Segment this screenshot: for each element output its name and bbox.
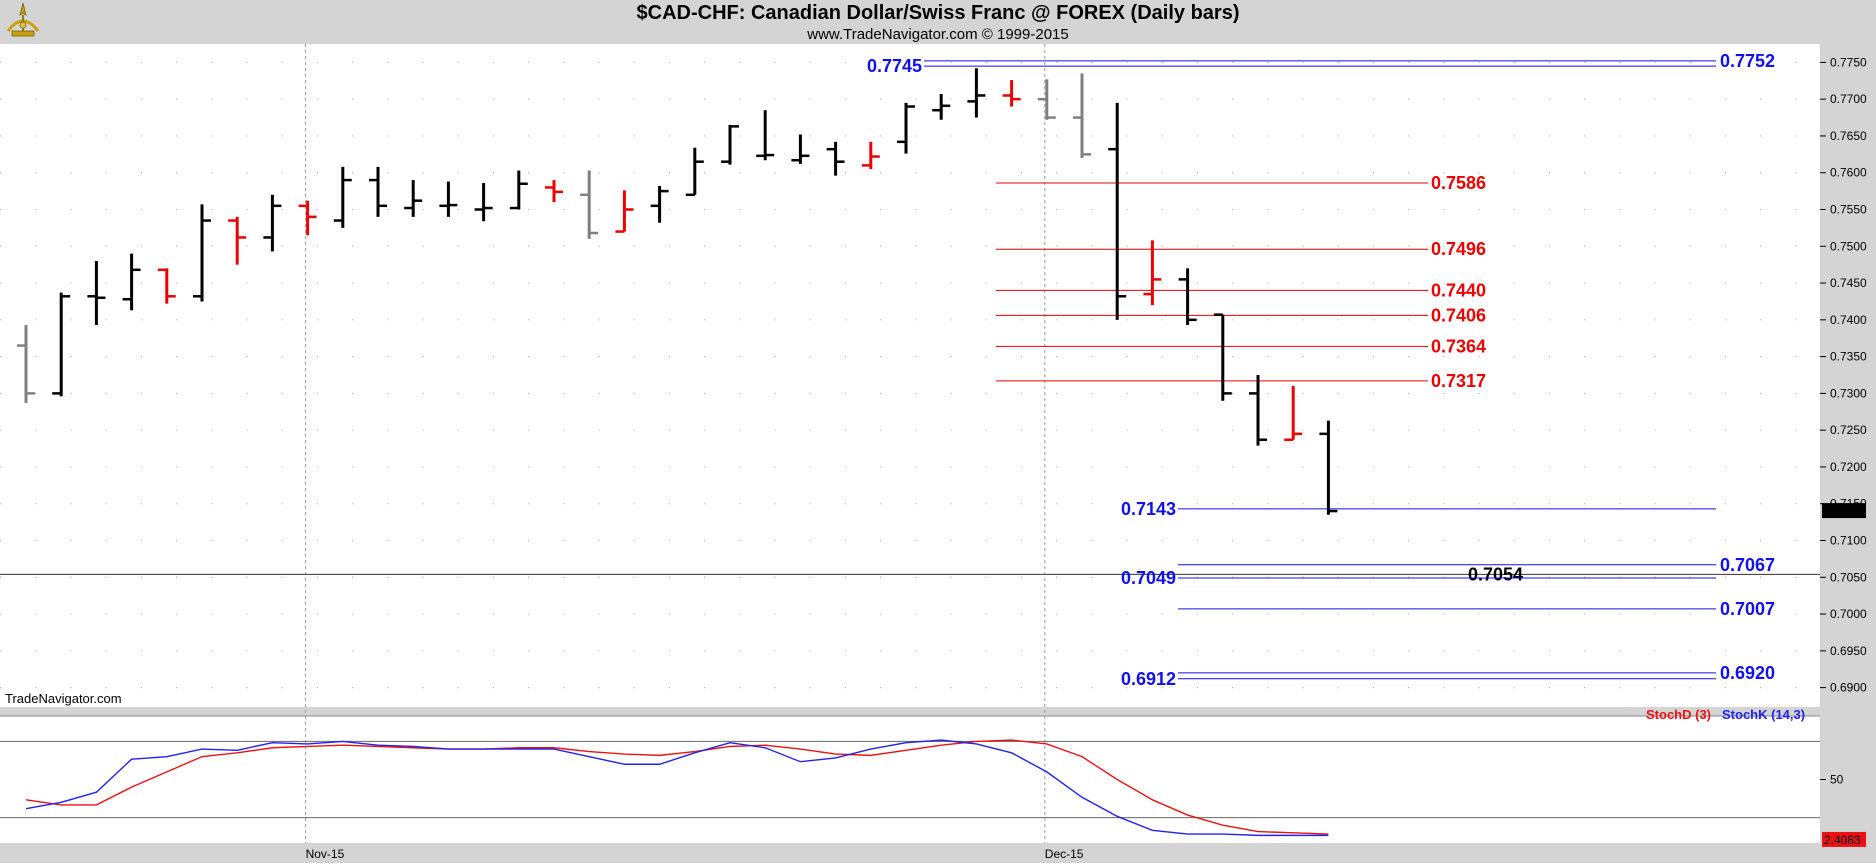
ohlc-bar [1073, 73, 1091, 159]
y-tick-label: 0.7050 [1830, 570, 1867, 584]
ohlc-bar [333, 166, 352, 228]
current-level-label: 0.7054 [1468, 564, 1523, 584]
ohlc-bar [1284, 386, 1303, 441]
ohlc-bar [545, 180, 563, 203]
last-price-label: 0.7140 [1824, 504, 1861, 518]
y-tick-label: 0.7000 [1830, 607, 1867, 621]
ohlc-bar [509, 170, 528, 210]
ohlc-bar [685, 147, 704, 197]
tradenavigator-logo-icon [6, 2, 40, 37]
chart-subtitle: www.TradeNavigator.com © 1999-2015 [807, 26, 1069, 43]
y-tick-label: 0.7100 [1830, 534, 1867, 548]
ohlc-bar [298, 200, 317, 236]
y-tick-label: 0.7600 [1830, 166, 1867, 180]
ohlc-bar [122, 253, 141, 311]
y-tick-label: 0.7700 [1830, 92, 1867, 106]
stoch-last-badge [1822, 831, 1866, 847]
y-tick-label: 0.7550 [1830, 203, 1867, 217]
ohlc-bar [615, 190, 634, 233]
ohlc-bar [1319, 420, 1338, 515]
y-tick-label: 0.6900 [1830, 681, 1867, 695]
stoch-k-line [25, 739, 1329, 837]
ohlc-bar [263, 194, 282, 252]
stoch-d-line [25, 739, 1329, 835]
ohlc-bar [474, 183, 493, 222]
chart-grid [0, 44, 1820, 843]
fib-level-label: 0.7440 [1431, 280, 1486, 300]
stochastic-pane: 50 2.4083 [0, 715, 1866, 847]
fib-level-label: 0.7317 [1431, 371, 1486, 391]
ohlc-bar [369, 166, 387, 217]
ohlc-bar [650, 185, 669, 223]
ohlc-bar [826, 141, 845, 176]
price-axis-panel [1820, 44, 1876, 863]
pane-divider[interactable] [0, 707, 1820, 716]
y-tick-label: 0.7650 [1830, 129, 1867, 143]
ohlc-bar [52, 292, 71, 397]
last-price-badge [1822, 503, 1866, 519]
stoch-last-label: 2.4083 [1824, 833, 1861, 847]
ohlc-bar [721, 124, 739, 165]
target-level-label: 0.7067 [1720, 555, 1775, 575]
ohlc-bar [1143, 240, 1162, 306]
y-tick-label: 0.7400 [1830, 313, 1867, 327]
ohlc-bar [932, 94, 951, 120]
ohlc-bar [1249, 375, 1267, 446]
chart-title: $CAD-CHF: Canadian Dollar/Swiss Franc @ … [636, 2, 1240, 24]
ohlc-bar [439, 181, 458, 217]
target-level-label: 0.7007 [1720, 599, 1775, 619]
price-bars [17, 68, 1338, 515]
ohlc-bar [967, 68, 986, 118]
chart-header: $CAD-CHF: Canadian Dollar/Swiss Franc @ … [0, 0, 1876, 44]
y-tick-label: 0.7200 [1830, 460, 1867, 474]
ohlc-bar [1213, 313, 1232, 401]
y-tick-label: 0.7450 [1830, 276, 1867, 290]
y-tick-label: 0.7300 [1830, 386, 1867, 400]
target-level-label: 0.7752 [1720, 51, 1775, 71]
target-level-label: 0.6920 [1720, 663, 1775, 683]
ohlc-bar [87, 260, 106, 325]
ohlc-bar [157, 268, 176, 304]
ohlc-bar [1002, 80, 1021, 107]
target-level-label: 0.7745 [867, 56, 922, 76]
stoch-legend-k: StochK (14,3) [1722, 707, 1805, 722]
target-level-label: 0.6912 [1121, 669, 1176, 689]
ohlc-bar [1037, 79, 1056, 120]
date-axis: Nov-15 Dec-15 [306, 847, 1084, 861]
y-tick-label: 0.6950 [1830, 644, 1867, 658]
y-tick-label: 0.7500 [1830, 239, 1867, 253]
price-axis: 0.69000.69500.70000.70500.71000.71500.72… [1820, 55, 1867, 695]
ohlc-bar [404, 180, 423, 217]
ohlc-bar [1178, 268, 1197, 325]
ohlc-bar [897, 102, 915, 154]
y-tick-label: 0.7250 [1830, 423, 1867, 437]
y-tick-label: 0.7750 [1830, 55, 1867, 69]
ohlc-bar [580, 170, 599, 239]
price-levels: 0.7054 0.7586 0.7496 0.7440 0.7406 0.7364 0.73… [0, 51, 1820, 689]
stoch-legend: StochD (3) StochK (14,3) [1646, 707, 1805, 722]
y-tick-label: 0.7350 [1830, 350, 1867, 364]
ohlc-bar [193, 204, 211, 302]
ohlc-bar [756, 110, 775, 161]
ohlc-bar [228, 216, 247, 265]
ohlc-bar [861, 141, 880, 170]
x-tick-label: Dec-15 [1045, 847, 1084, 861]
target-level-label: 0.7143 [1121, 499, 1176, 519]
ohlc-bar [1108, 102, 1127, 320]
date-axis-panel [0, 843, 1820, 863]
fib-level-label: 0.7586 [1431, 173, 1486, 193]
watermark-text: TradeNavigator.com [5, 691, 122, 706]
stoch-legend-d: StochD (3) [1646, 707, 1711, 722]
x-tick-label: Nov-15 [306, 847, 345, 861]
stoch-tick-label: 50 [1830, 773, 1844, 787]
fib-level-label: 0.7406 [1431, 305, 1486, 325]
fib-level-label: 0.7496 [1431, 239, 1486, 259]
ohlc-bar [17, 324, 35, 403]
fib-level-label: 0.7364 [1431, 336, 1486, 356]
target-level-label: 0.7049 [1121, 568, 1176, 588]
ohlc-bar [791, 134, 810, 164]
